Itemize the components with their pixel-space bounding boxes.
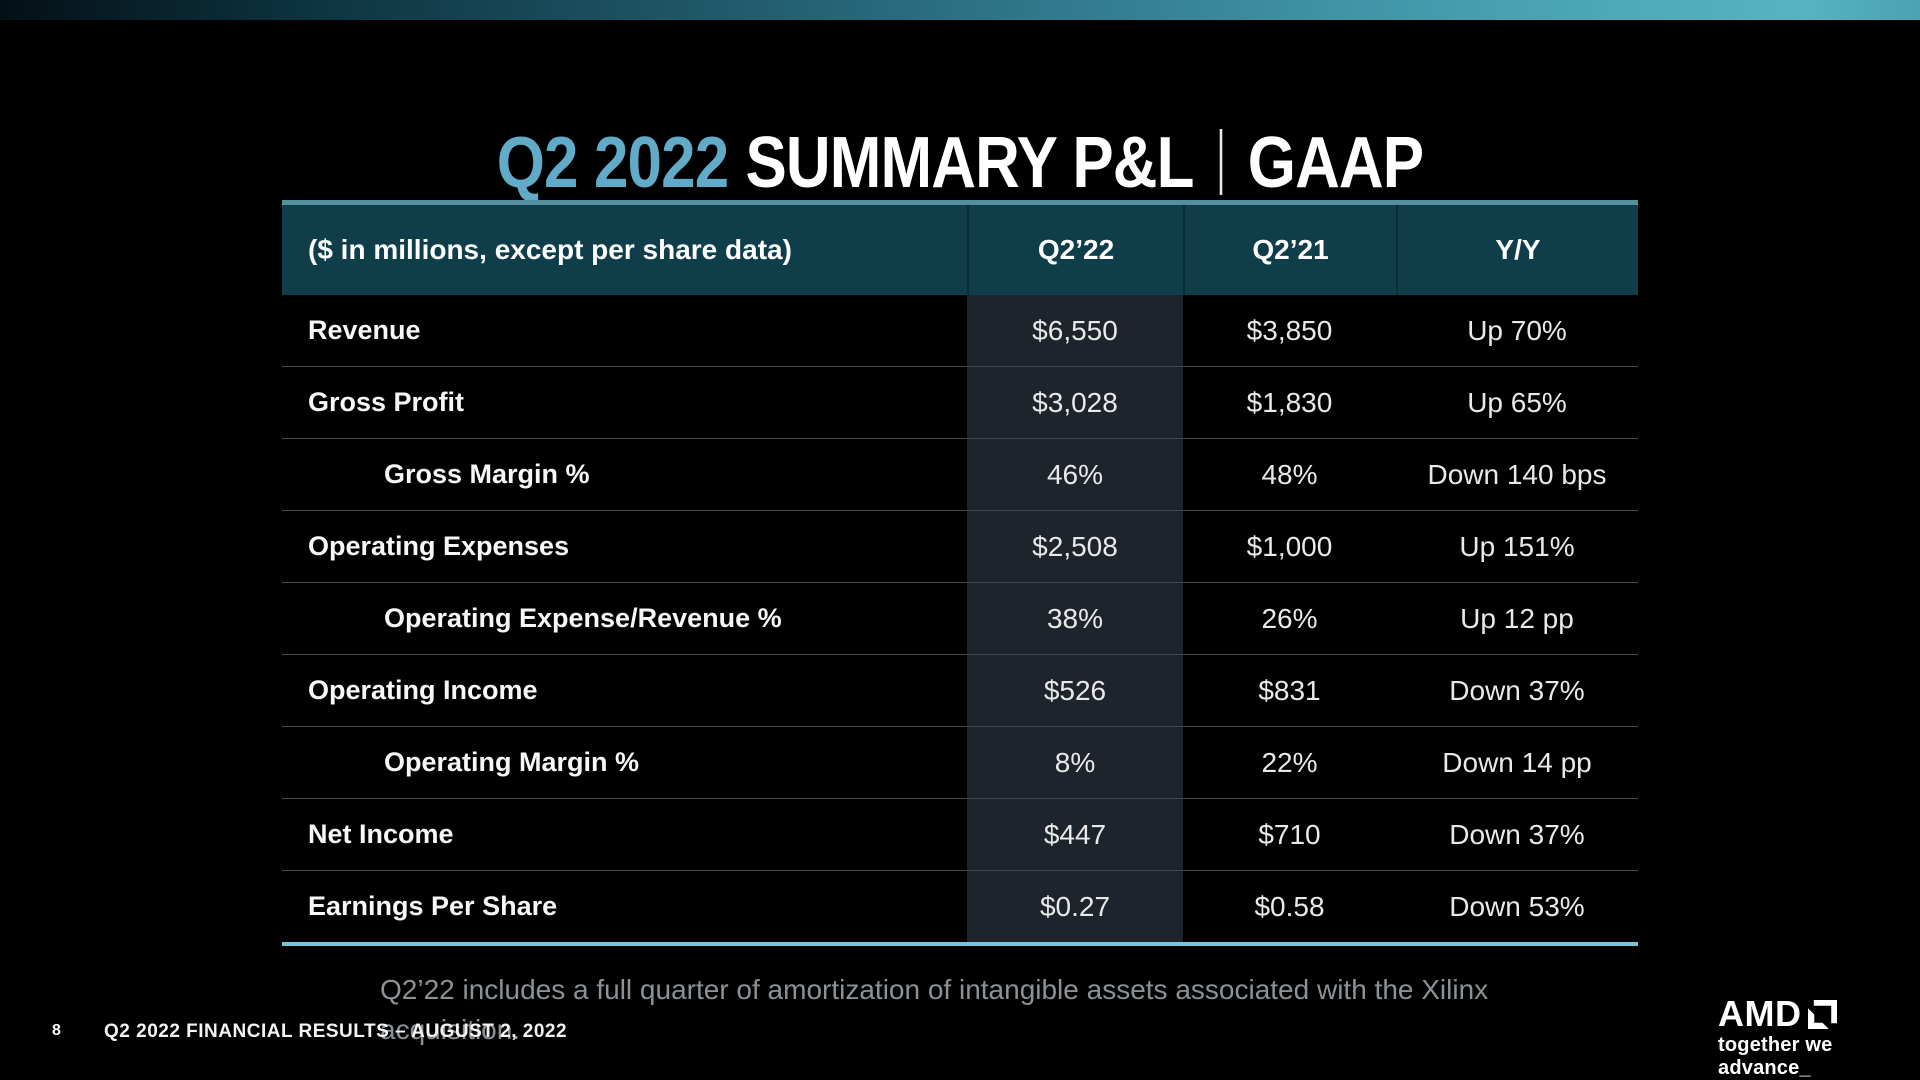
footnote-line-2: acquisition. [380,1014,521,1045]
title-divider-bar [1219,129,1222,196]
page-number: 8 [52,1022,61,1039]
footer-label: Q2 2022 FINANCIAL RESULTS – AUGUST 2, 20… [104,1021,568,1042]
cell-q2-21: 26% [1261,602,1318,634]
row-label: Gross Margin % [384,459,590,489]
cell-q2-22: 38% [967,583,1183,654]
top-accent-bar [0,0,1920,20]
footnote: Q2’22 includes a full quarter of amortiz… [380,970,1550,1050]
table-bottom-border [282,942,1638,946]
table-row: Net Income $447 $710 Down 37% [282,799,1638,871]
slide-title-quarter: Q2 2022 [496,123,729,204]
pnl-table: ($ in millions, except per share data) Q… [282,200,1638,946]
row-label: Operating Margin % [384,747,640,777]
table-header-row: ($ in millions, except per share data) Q… [282,200,1638,295]
cell-q2-21: 22% [1261,746,1318,778]
row-label: Revenue [308,315,421,345]
table-row: Revenue $6,550 $3,850 Up 70% [282,295,1638,367]
row-label: Operating Expenses [308,531,570,561]
table-row: Earnings Per Share $0.27 $0.58 Down 53% [282,871,1638,942]
amd-arrow-icon [1808,999,1838,1029]
cell-yoy: Down 140 bps [1427,458,1607,490]
cell-q2-22: $2,508 [967,511,1183,582]
cell-q2-22: $526 [967,655,1183,726]
cell-q2-22: $447 [967,799,1183,870]
cell-yoy: Up 70% [1467,314,1567,346]
amd-logo-wordmark: AMD [1718,993,1802,1034]
slide-title-main: SUMMARY P&L [745,123,1194,204]
row-label: Earnings Per Share [308,891,558,921]
table-body: Revenue $6,550 $3,850 Up 70% Gross Profi… [282,295,1638,942]
table-row: Gross Margin % 46% 48% Down 140 bps [282,439,1638,511]
cell-q2-21: 48% [1261,458,1318,490]
table-row: Operating Expenses $2,508 $1,000 Up 151% [282,511,1638,583]
table-row: Operating Margin % 8% 22% Down 14 pp [282,727,1638,799]
table-row: Gross Profit $3,028 $1,830 Up 65% [282,367,1638,439]
header-yoy: Y/Y [1396,205,1638,295]
cell-q2-21: $1,000 [1246,530,1333,562]
row-label: Net Income [308,819,454,849]
cell-q2-21: $3,850 [1246,314,1333,346]
row-label: Gross Profit [308,387,465,417]
cell-q2-21: $0.58 [1254,890,1325,922]
cell-yoy: Down 14 pp [1442,746,1592,778]
cell-yoy: Up 12 pp [1460,602,1574,634]
amd-logo: AMD together we advance_ [1718,993,1920,1080]
header-q2-22: Q2’22 [967,205,1183,295]
cell-q2-22: $6,550 [967,295,1183,366]
table-row: Operating Income $526 $831 Down 37% [282,655,1638,727]
cell-yoy: Down 37% [1449,674,1585,706]
cell-q2-22: 46% [967,439,1183,510]
cell-q2-21: $831 [1258,674,1321,706]
cell-yoy: Up 151% [1459,530,1575,562]
cell-yoy: Down 37% [1449,818,1585,850]
cell-q2-22: $3,028 [967,367,1183,438]
row-label: Operating Expense/Revenue % [384,603,782,633]
amd-tagline: together we advance_ [1718,1034,1833,1079]
row-label: Operating Income [308,675,538,705]
cell-q2-21: $710 [1258,818,1321,850]
header-q2-21: Q2’21 [1183,205,1396,295]
cell-yoy: Down 53% [1449,890,1585,922]
footnote-line-1: Q2’22 includes a full quarter of amortiz… [380,974,1489,1005]
cell-q2-22: $0.27 [967,871,1183,942]
header-units-label: ($ in millions, except per share data) [308,234,792,265]
cell-q2-21: $1,830 [1246,386,1333,418]
cell-yoy: Up 65% [1467,386,1567,418]
table-row: Operating Expense/Revenue % 38% 26% Up 1… [282,583,1638,655]
slide-title: Q2 2022 SUMMARY P&L GAAP [134,126,1785,200]
slide-title-suffix: GAAP [1247,123,1424,204]
cell-q2-22: 8% [967,727,1183,798]
